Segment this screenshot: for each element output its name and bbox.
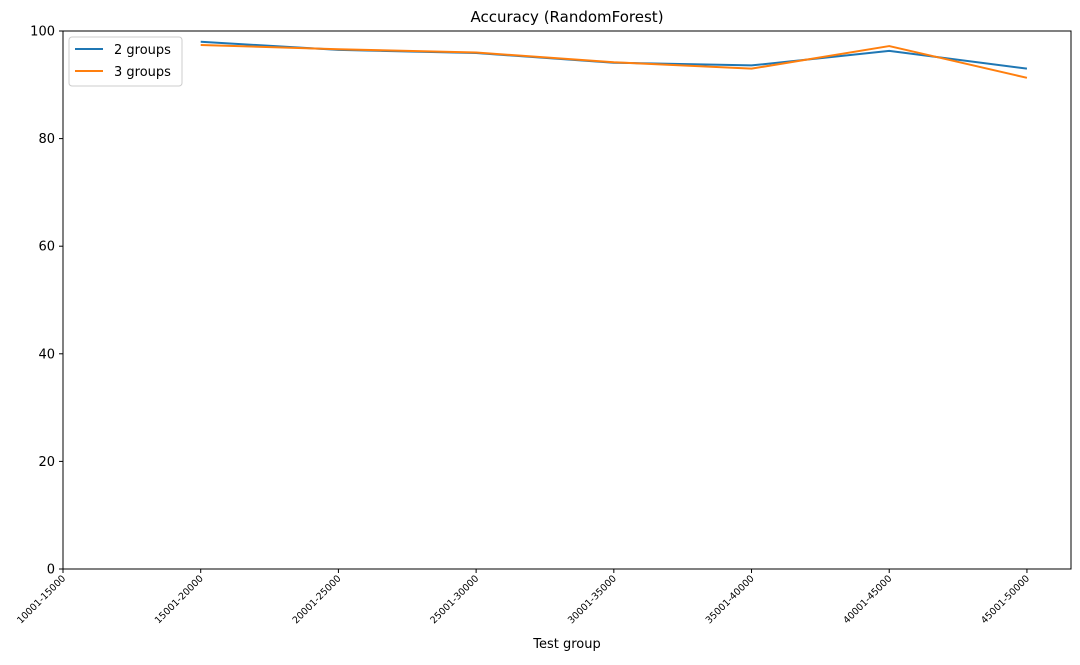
legend-label-2: 3 groups	[114, 65, 171, 80]
axes-frame	[62, 30, 1072, 570]
chart-title: Accuracy (RandomForest)	[470, 8, 663, 26]
x-axis-label: Test group	[532, 637, 601, 652]
y-tick-label: 60	[38, 240, 55, 255]
y-tick-label: 0	[47, 563, 55, 578]
y-tick-label: 40	[38, 347, 55, 362]
legend: 2 groups 3 groups	[68, 36, 183, 87]
y-tick-label: 100	[30, 25, 55, 40]
plot-area	[200, 40, 1028, 79]
series-line-2	[200, 43, 1028, 79]
y-tick-label: 80	[38, 132, 55, 147]
y-tick-label: 20	[38, 455, 55, 470]
legend-label-1: 2 groups	[114, 43, 171, 58]
